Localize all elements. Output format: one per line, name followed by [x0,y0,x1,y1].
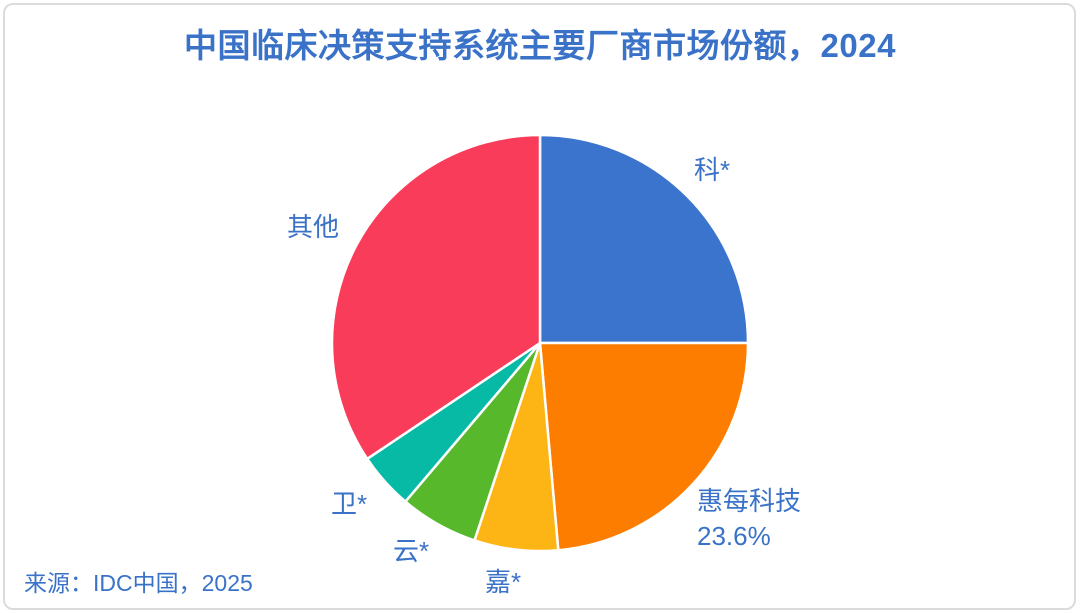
pie-chart [330,133,750,553]
slice-label-jia: 嘉* [485,567,522,597]
pie-slice-1 [538,341,750,552]
slice-label-yun: 云* [393,536,430,566]
slice-label-huimei-value: 23.6% [697,521,771,551]
slice-label-qita: 其他 [287,212,340,242]
slice-label-huimei-name: 惠每科技 [697,486,802,516]
chart-title: 中国临床决策支持系统主要厂商市场份额，2024 [184,27,896,64]
slice-label-ke: 科* [694,155,731,185]
pie-slice-0 [538,133,750,345]
slice-label-huimei: 惠每科技 23.6% [697,484,801,554]
source-note: 来源：IDC中国，2025 [24,570,253,596]
slice-label-wei: 卫* [331,489,368,519]
pie-slice-5 [330,133,542,461]
